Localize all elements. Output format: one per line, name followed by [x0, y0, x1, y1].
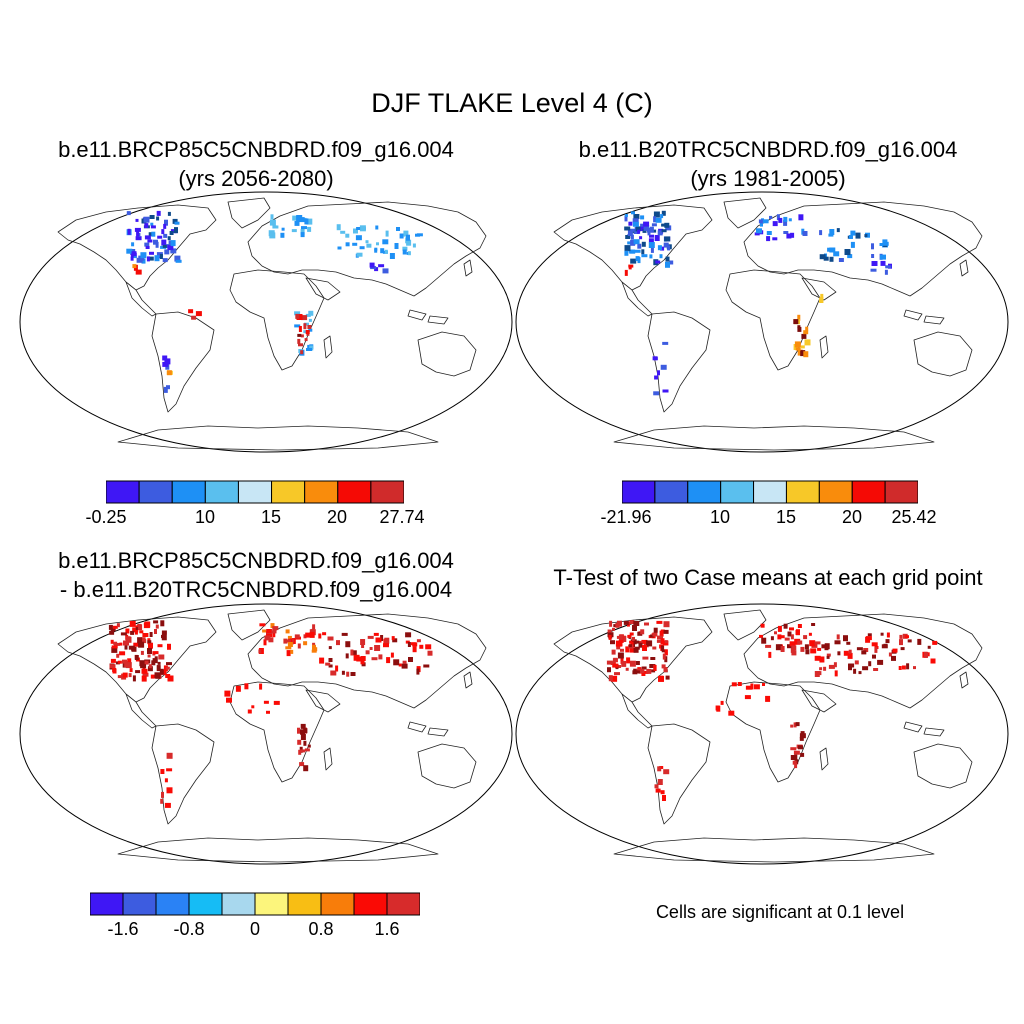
colorbar-label: 15: [260, 507, 282, 527]
colorbar-label: -1.6: [107, 919, 139, 939]
colorbar-box: [287, 892, 322, 916]
colorbar-box: [687, 480, 722, 504]
colorbar-label: 15: [775, 507, 797, 527]
colorbar-label: -0.8: [173, 919, 205, 939]
coastlines: [553, 197, 983, 451]
colorbar-box: [254, 892, 289, 916]
colorbar-box: [188, 892, 223, 916]
colorbar-box: [138, 480, 173, 504]
map-ttest: [515, 603, 1009, 865]
panel-title-ttest: T-Test of two Case means at each grid po…: [512, 563, 1024, 592]
panel-title-case1-line2: (yrs 2056-2080): [178, 166, 334, 191]
colorbar-diff-labels: -1.6 -0.8 0 0.8 1.6: [90, 919, 420, 943]
panel-title-diff-line1: b.e11.BRCP85C5CNBDRD.f09_g16.004: [58, 548, 454, 573]
colorbar-box: [171, 480, 206, 504]
colorbar-box: [337, 480, 372, 504]
colorbar-box: [622, 480, 656, 504]
colorbar-box: [785, 480, 820, 504]
colorbar-case1: [106, 480, 404, 504]
lake-cells: [108, 620, 433, 808]
colorbar-box: [320, 892, 355, 916]
colorbar-label: 10: [194, 507, 216, 527]
map-boundary: [19, 191, 513, 453]
colorbar-label: 0: [249, 919, 261, 939]
colorbar-box: [271, 480, 306, 504]
colorbar-label: 27.74: [379, 507, 425, 527]
panel-title-diff: b.e11.BRCP85C5CNBDRD.f09_g16.004 - b.e11…: [0, 546, 512, 604]
coastlines: [57, 609, 487, 863]
colorbar-box: [90, 892, 124, 916]
colorbar-case2-labels: -21.96 10 15 20 25.42: [600, 507, 936, 531]
panel-title-ttest-line1: T-Test of two Case means at each grid po…: [553, 565, 983, 590]
main-title: DJF TLAKE Level 4 (C): [371, 88, 653, 118]
colorbar-box: [386, 892, 420, 916]
colorbar-box: [818, 480, 853, 504]
colorbar-label: -0.25: [85, 507, 127, 527]
panel-title-diff-line2: - b.e11.B20TRC5CNBDRD.f09_g16.004: [59, 577, 453, 602]
colorbar-box: [720, 480, 755, 504]
panel-title-case1-line1: b.e11.BRCP85C5CNBDRD.f09_g16.004: [58, 137, 454, 162]
panel-title-case2: b.e11.B20TRC5CNBDRD.f09_g16.004 (yrs 198…: [512, 135, 1024, 193]
panel-title-case2-line2: (yrs 1981-2005): [690, 166, 846, 191]
colorbar-case2: [622, 480, 918, 504]
colorbar-box: [353, 892, 388, 916]
colorbar-label: -21.96: [600, 507, 652, 527]
map-case2: [515, 191, 1009, 453]
lake-cells: [132, 264, 312, 376]
colorbar-box: [370, 480, 404, 504]
colorbar-case1-labels: -0.25 10 15 20 27.74: [85, 507, 424, 531]
colorbar-box: [654, 480, 689, 504]
panel-title-case1: b.e11.BRCP85C5CNBDRD.f09_g16.004 (yrs 20…: [0, 135, 512, 193]
panel-title-case2-line1: b.e11.B20TRC5CNBDRD.f09_g16.004: [578, 137, 958, 162]
colorbar-box: [304, 480, 339, 504]
colorbar-diff: [90, 892, 420, 916]
colorbar-label: 0.8: [308, 919, 334, 939]
colorbar-box: [122, 892, 157, 916]
colorbar-label: 20: [326, 507, 348, 527]
colorbar-label: 1.6: [374, 919, 400, 939]
lake-cells: [606, 620, 938, 801]
colorbar-box: [753, 480, 787, 504]
colorbar-box: [851, 480, 886, 504]
colorbar-label: 10: [709, 507, 731, 527]
colorbar-box: [221, 892, 256, 916]
lake-cells: [624, 210, 892, 396]
colorbar-box: [204, 480, 239, 504]
lake-cells: [624, 264, 824, 358]
map-diff: [19, 603, 513, 865]
coastlines: [57, 197, 487, 451]
colorbar-label: 20: [841, 507, 863, 527]
colorbar-box: [155, 892, 190, 916]
colorbar-box: [884, 480, 918, 504]
lake-cells: [126, 210, 423, 393]
colorbar-label: 25.42: [891, 507, 937, 527]
colorbar-box: [106, 480, 140, 504]
map-case1: [19, 191, 513, 453]
colorbar-box: [237, 480, 273, 504]
significance-note: Cells are significant at 0.1 level: [655, 902, 905, 922]
